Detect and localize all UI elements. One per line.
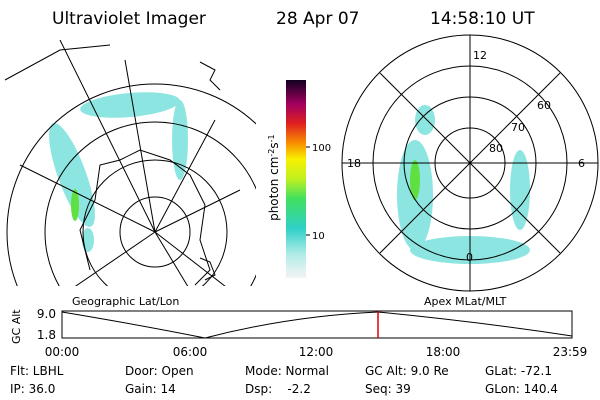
date: 28 Apr 07 bbox=[276, 9, 359, 29]
x-tick-label: 18:00 bbox=[426, 345, 461, 359]
colorbar bbox=[286, 80, 306, 278]
title: Ultraviolet Imager bbox=[52, 9, 206, 29]
footer-field: Mode: Normal bbox=[245, 364, 329, 378]
footer-field: Dsp: -2.2 bbox=[245, 382, 311, 396]
polar-map: 12 18 6 0 60 70 80 bbox=[341, 34, 599, 292]
x-tick-label: 12:00 bbox=[299, 345, 334, 359]
mlt-label: 18 bbox=[347, 157, 361, 170]
x-tick-label: 06:00 bbox=[173, 345, 208, 359]
footer-field: IP: 36.0 bbox=[10, 382, 55, 396]
header: Ultraviolet Imager 28 Apr 07 14:58:10 UT bbox=[52, 9, 535, 29]
mlt-label: 12 bbox=[473, 49, 487, 62]
geo-map bbox=[4, 40, 256, 286]
mlt-label: 0 bbox=[466, 251, 473, 264]
map-label: Geographic Lat/Lon bbox=[72, 295, 179, 308]
time: 14:58:10 UT bbox=[430, 9, 535, 29]
altitude-plot: GC Alt 9.0 1.8 00:00 06:00 12:00 18:00 2… bbox=[10, 307, 587, 359]
footer-field: Gain: 14 bbox=[125, 382, 176, 396]
footer-field: Flt: LBHL bbox=[10, 364, 64, 378]
label-text: photon cm bbox=[267, 157, 281, 221]
footer-field: GLon: 140.4 bbox=[485, 382, 558, 396]
footer-field: Seq: 39 bbox=[365, 382, 411, 396]
colorbar-tick-label: 10 bbox=[312, 231, 325, 242]
colorbar-label: photon cm-2s-1 bbox=[263, 123, 281, 240]
label-unit: s bbox=[267, 142, 281, 148]
x-tick-label: 00:00 bbox=[45, 345, 80, 359]
footer-field: Door: Open bbox=[125, 364, 194, 378]
label-exp: -1 bbox=[267, 134, 276, 142]
map-label: Apex MLat/MLT bbox=[424, 295, 507, 308]
footer-field: GLat: -72.1 bbox=[485, 364, 552, 378]
y-tick-label: 1.8 bbox=[37, 328, 56, 342]
footer: Flt: LBHL Door: Open Mode: Normal GC Alt: 9… bbox=[10, 364, 558, 396]
x-tick-label: 23:59 bbox=[553, 345, 588, 359]
lat-label: 60 bbox=[537, 99, 551, 112]
label-exp: -2 bbox=[267, 149, 276, 157]
mlt-label: 6 bbox=[578, 157, 585, 170]
colorbar-tick-label: 100 bbox=[312, 143, 331, 154]
footer-field: GC Alt: 9.0 Re bbox=[365, 364, 449, 378]
lat-label: 80 bbox=[489, 142, 503, 155]
y-axis-label: GC Alt bbox=[10, 309, 23, 344]
y-tick-label: 9.0 bbox=[37, 307, 56, 321]
lat-label: 70 bbox=[511, 121, 525, 134]
